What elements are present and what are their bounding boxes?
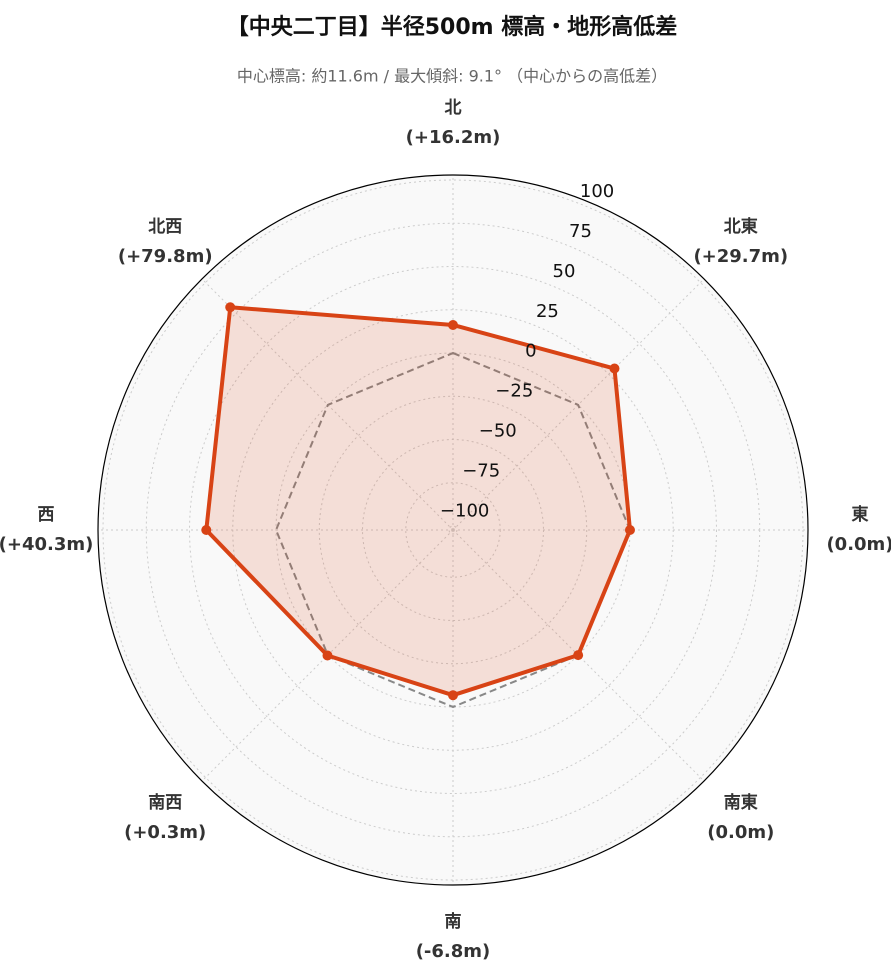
grid-circle: [189, 266, 717, 794]
value-label: (-6.8m): [416, 941, 491, 962]
chart-subtitle: 中心標高: 約11.6m / 最大傾斜: 9.1° （中心からの高低差）: [237, 67, 667, 86]
r-tick-label: −75: [462, 461, 500, 482]
category-label: 東: [852, 504, 869, 525]
plot-border: [97, 174, 809, 886]
r-tick-label: 75: [569, 221, 592, 242]
category-label: 北東: [724, 216, 758, 237]
value-label: (+29.7m): [693, 246, 788, 267]
data-point: [624, 525, 635, 535]
grid-spoke: [201, 278, 454, 531]
value-label: (+40.3m): [0, 534, 93, 555]
value-label: (+79.8m): [118, 246, 213, 267]
r-tick-label: 25: [536, 301, 559, 322]
value-label: (+16.2m): [406, 127, 501, 148]
data-point: [573, 650, 584, 661]
category-label: 南: [445, 911, 462, 932]
data-point: [448, 319, 458, 330]
data-point: [448, 690, 458, 701]
r-tick-label: 0: [525, 341, 536, 362]
value-label: (0.0m): [826, 534, 891, 555]
grid-spoke: [452, 529, 705, 782]
category-label: 北西: [148, 217, 182, 237]
r-tick-label: 100: [580, 181, 614, 202]
grid-circle: [448, 525, 458, 535]
grid-circle: [405, 482, 501, 578]
data-point: [609, 363, 620, 374]
grid-spoke: [201, 529, 454, 782]
data-point: [322, 650, 333, 661]
r-tick-label: −100: [440, 501, 489, 522]
grid-circle: [102, 179, 804, 881]
grid-spoke: [452, 278, 705, 531]
category-label: 南東: [724, 792, 758, 813]
grid-circle: [318, 395, 588, 665]
r-tick-label: −50: [479, 421, 517, 442]
chart-title: 【中央二丁目】半径500m 標高・地形高低差: [227, 14, 678, 40]
data-point: [225, 302, 236, 313]
baseline-polygon: [274, 351, 632, 709]
value-label: (0.0m): [707, 822, 774, 843]
category-label: 南西: [148, 792, 182, 813]
category-label: 北: [445, 98, 462, 118]
value-label: (+0.3m): [124, 822, 206, 843]
r-tick-label: −25: [495, 381, 533, 402]
data-point: [201, 525, 212, 535]
category-label: 西: [38, 505, 55, 525]
r-tick-label: 50: [553, 261, 576, 282]
